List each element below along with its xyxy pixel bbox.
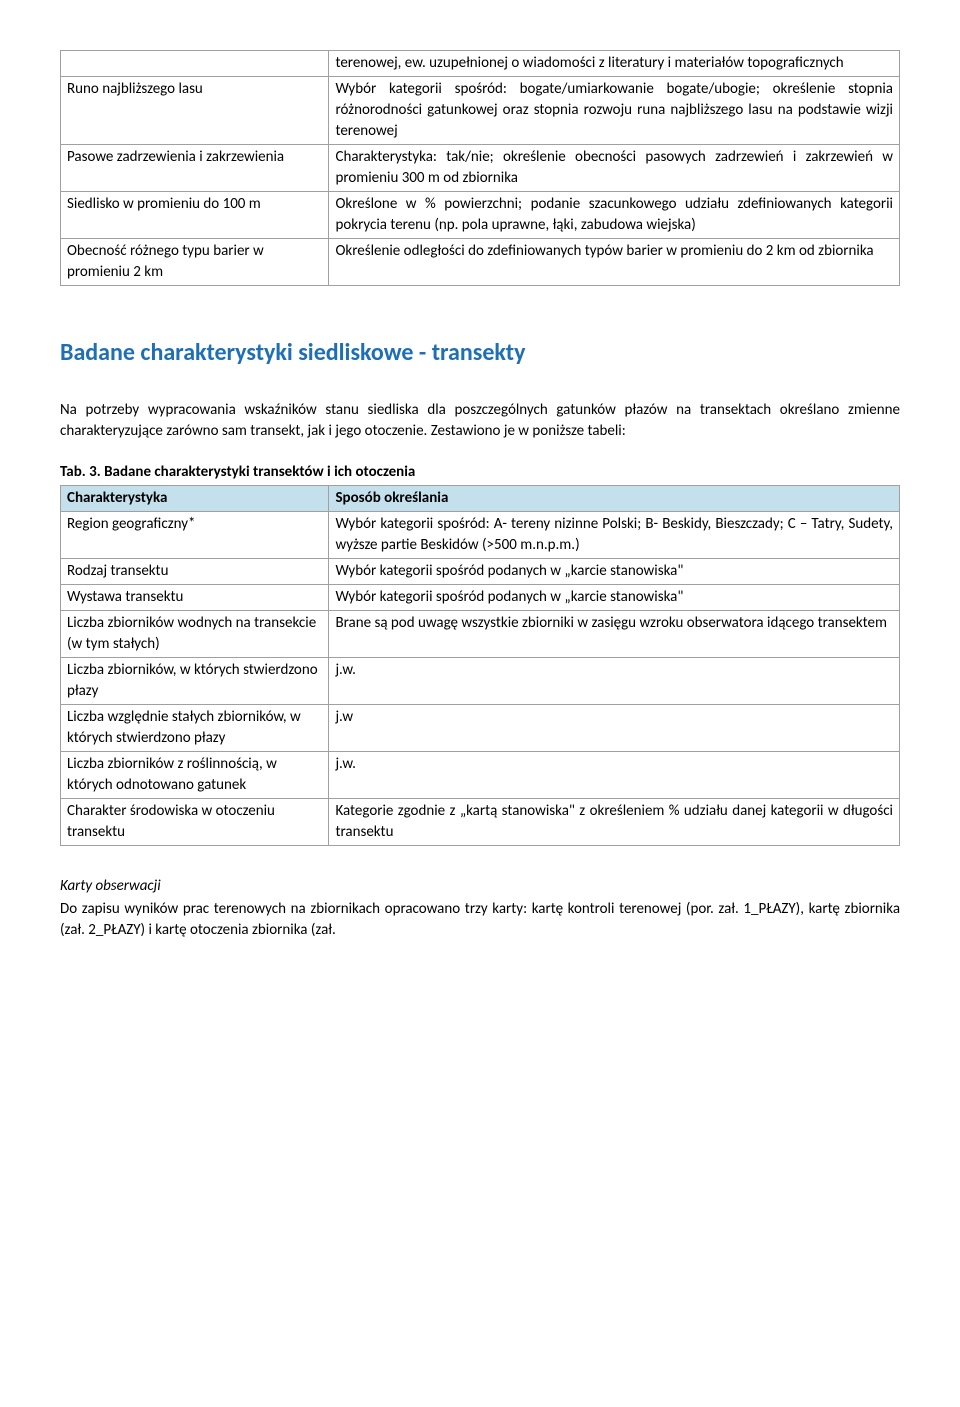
cell-left: Charakter środowiska w otoczeniu transek… xyxy=(61,798,329,845)
table-row: Liczba zbiorników z roślinnością, w któr… xyxy=(61,751,900,798)
table-characteristics-2: Charakterystyka Sposób określania Region… xyxy=(60,485,900,846)
table-row: Charakter środowiska w otoczeniu transek… xyxy=(61,798,900,845)
karty-heading: Karty obserwacji xyxy=(60,876,900,897)
table-row: Runo najbliższego lasu Wybór kategorii s… xyxy=(61,77,900,145)
cell-left: Siedlisko w promieniu do 100 m xyxy=(61,192,329,239)
cell-right: Charakterystyka: tak/nie; określenie obe… xyxy=(329,145,900,192)
cell-right: Wybór kategorii spośród: A- tereny nizin… xyxy=(329,511,900,558)
cell-right: Określenie odległości do zdefiniowanych … xyxy=(329,239,900,286)
table-row: Region geograficzny* Wybór kategorii spo… xyxy=(61,511,900,558)
table-row: Liczba względnie stałych zbiorników, w k… xyxy=(61,704,900,751)
table-2-caption: Tab. 3. Badane charakterystyki transektó… xyxy=(60,462,900,483)
cell-right: Wybór kategorii spośród: bogate/umiarkow… xyxy=(329,77,900,145)
section-heading-transekty: Badane charakterystyki siedliskowe - tra… xyxy=(60,336,900,370)
cell-right: Wybór kategorii spośród podanych w „karc… xyxy=(329,558,900,584)
cell-right: Brane są pod uwagę wszystkie zbiorniki w… xyxy=(329,610,900,657)
cell-left xyxy=(61,51,329,77)
table-row: terenowej, ew. uzupełnionej o wiadomości… xyxy=(61,51,900,77)
header-cell-right: Sposób określania xyxy=(329,485,900,511)
table-characteristics-1: terenowej, ew. uzupełnionej o wiadomości… xyxy=(60,50,900,286)
table-row: Liczba zbiorników, w których stwierdzono… xyxy=(61,657,900,704)
cell-left: Liczba zbiorników z roślinnością, w któr… xyxy=(61,751,329,798)
cell-left: Pasowe zadrzewienia i zakrzewienia xyxy=(61,145,329,192)
table-row: Obecność różnego typu barier w promieniu… xyxy=(61,239,900,286)
cell-left: Liczba zbiorników wodnych na transekcie … xyxy=(61,610,329,657)
cell-left: Region geograficzny* xyxy=(61,511,329,558)
intro-paragraph: Na potrzeby wypracowania wskaźników stan… xyxy=(60,400,900,442)
table-row: Wystawa transektu Wybór kategorii spośró… xyxy=(61,584,900,610)
table-1-body: terenowej, ew. uzupełnionej o wiadomości… xyxy=(61,51,900,286)
cell-left: Liczba zbiorników, w których stwierdzono… xyxy=(61,657,329,704)
cell-right: j.w. xyxy=(329,657,900,704)
cell-left: Obecność różnego typu barier w promieniu… xyxy=(61,239,329,286)
cell-right: terenowej, ew. uzupełnionej o wiadomości… xyxy=(329,51,900,77)
cell-left: Runo najbliższego lasu xyxy=(61,77,329,145)
table-row: Siedlisko w promieniu do 100 m Określone… xyxy=(61,192,900,239)
cell-right: Kategorie zgodnie z „kartą stanowiska" z… xyxy=(329,798,900,845)
table-header-row: Charakterystyka Sposób określania xyxy=(61,485,900,511)
cell-left: Liczba względnie stałych zbiorników, w k… xyxy=(61,704,329,751)
cell-right: Określone w % powierzchni; podanie szacu… xyxy=(329,192,900,239)
cell-left: Wystawa transektu xyxy=(61,584,329,610)
cell-right: j.w xyxy=(329,704,900,751)
cell-left: Rodzaj transektu xyxy=(61,558,329,584)
header-cell-left: Charakterystyka xyxy=(61,485,329,511)
table-row: Pasowe zadrzewienia i zakrzewienia Chara… xyxy=(61,145,900,192)
table-row: Liczba zbiorników wodnych na transekcie … xyxy=(61,610,900,657)
karty-paragraph: Do zapisu wyników prac terenowych na zbi… xyxy=(60,899,900,941)
cell-right: j.w. xyxy=(329,751,900,798)
cell-right: Wybór kategorii spośród podanych w „karc… xyxy=(329,584,900,610)
table-row: Rodzaj transektu Wybór kategorii spośród… xyxy=(61,558,900,584)
